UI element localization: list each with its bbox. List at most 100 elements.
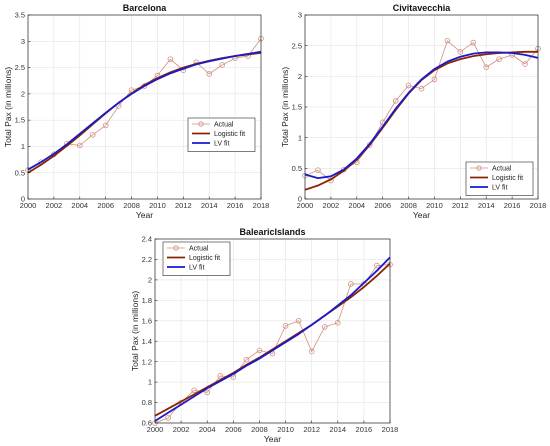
x-tick-label: 2012 bbox=[303, 425, 320, 434]
data-point bbox=[444, 37, 451, 44]
data-point bbox=[470, 39, 477, 46]
x-axis-label: Year bbox=[413, 210, 430, 220]
data-point bbox=[405, 82, 412, 89]
data-point bbox=[348, 281, 354, 287]
y-tick-label: 1.2 bbox=[142, 357, 152, 366]
legend-label: LV fit bbox=[214, 141, 229, 148]
y-tick-label: 0 bbox=[298, 195, 302, 204]
data-point bbox=[243, 356, 250, 363]
data-point bbox=[76, 142, 83, 149]
data-point bbox=[191, 387, 197, 394]
y-tick-label: 1.4 bbox=[142, 337, 152, 346]
x-tick-label: 2018 bbox=[530, 201, 547, 210]
y-tick-label: 1 bbox=[298, 133, 302, 142]
x-tick-label: 2000 bbox=[297, 201, 314, 210]
data-point bbox=[204, 389, 211, 396]
x-axis-label: Year bbox=[136, 210, 153, 220]
chart-panel: 2000 2002 2004 2006 2008 2010 2012 2014 2016 2018… bbox=[280, 3, 546, 220]
y-tick-label: 0.6 bbox=[142, 419, 152, 428]
x-tick-label: 2000 bbox=[20, 201, 37, 210]
data-point bbox=[321, 324, 328, 330]
y-tick-label: 2.5 bbox=[15, 63, 25, 72]
legend-label: Actual bbox=[492, 166, 512, 173]
y-tick-label: 2.4 bbox=[142, 235, 152, 244]
legend-label: Actual bbox=[189, 246, 209, 253]
y-tick-label: 2 bbox=[148, 275, 152, 284]
data-point bbox=[165, 415, 171, 421]
x-tick-label: 2002 bbox=[46, 201, 63, 210]
series-actual-line bbox=[154, 264, 391, 424]
chart-title: Barcelona bbox=[123, 3, 168, 13]
y-tick-label: 2.5 bbox=[292, 41, 302, 50]
legend-label: Logistic fit bbox=[492, 175, 523, 182]
data-point bbox=[315, 167, 321, 173]
data-point bbox=[496, 56, 502, 62]
data-point bbox=[522, 61, 528, 67]
axes-box bbox=[27, 14, 262, 200]
x-tick-label: 2002 bbox=[323, 201, 340, 210]
data-point bbox=[167, 56, 174, 62]
x-tick-label: 2018 bbox=[253, 201, 270, 210]
x-axis-label: Year bbox=[264, 434, 281, 444]
legend-label: Logistic fit bbox=[214, 131, 245, 138]
y-tick-label: 2 bbox=[298, 72, 302, 81]
data-point bbox=[217, 373, 224, 379]
x-tick-label: 2010 bbox=[426, 201, 443, 210]
legend-label: LV fit bbox=[189, 265, 204, 272]
x-tick-label: 2006 bbox=[97, 201, 114, 210]
y-tick-label: 1.8 bbox=[142, 296, 152, 305]
data-point bbox=[431, 76, 438, 83]
data-point bbox=[483, 64, 490, 70]
y-axis-label: Total Pax (in millions) bbox=[130, 291, 140, 371]
x-tick-label: 2006 bbox=[374, 201, 391, 210]
x-tick-label: 2018 bbox=[382, 425, 399, 434]
y-tick-label: 2.2 bbox=[142, 255, 152, 264]
legend-marker bbox=[476, 165, 482, 171]
y-tick-label: 1 bbox=[21, 142, 25, 151]
x-tick-label: 2006 bbox=[225, 425, 242, 434]
data-point bbox=[282, 323, 289, 329]
plot-area bbox=[28, 15, 261, 199]
x-tick-label: 2000 bbox=[147, 425, 164, 434]
legend-marker bbox=[173, 245, 179, 251]
x-tick-label: 2004 bbox=[71, 201, 88, 210]
x-tick-label: 2016 bbox=[504, 201, 521, 210]
x-tick-label: 2014 bbox=[201, 201, 218, 210]
legend-label: Logistic fit bbox=[189, 255, 220, 262]
data-point bbox=[89, 132, 96, 138]
legend-marker bbox=[198, 121, 204, 127]
y-tick-label: 0 bbox=[21, 195, 25, 204]
x-tick-label: 2004 bbox=[348, 201, 365, 210]
chart-title: Civitavecchia bbox=[393, 3, 452, 13]
x-tick-label: 2004 bbox=[199, 425, 216, 434]
y-tick-label: 1.5 bbox=[292, 103, 302, 112]
legend-label: LV fit bbox=[492, 185, 507, 192]
x-tick-label: 2008 bbox=[123, 201, 140, 210]
data-point bbox=[102, 122, 109, 129]
y-tick-label: 3.5 bbox=[15, 11, 25, 20]
x-tick-label: 2014 bbox=[478, 201, 495, 210]
data-point bbox=[334, 320, 341, 326]
x-tick-label: 2014 bbox=[329, 425, 346, 434]
axes-box bbox=[154, 238, 391, 424]
chart-panel: 2000 2002 2004 2006 2008 2010 2012 2014 2016 2018… bbox=[3, 3, 269, 220]
x-tick-label: 2012 bbox=[175, 201, 192, 210]
x-tick-label: 2008 bbox=[400, 201, 417, 210]
x-tick-label: 2016 bbox=[356, 425, 373, 434]
y-tick-label: 0.8 bbox=[142, 398, 152, 407]
data-point bbox=[219, 62, 225, 68]
data-point bbox=[418, 85, 425, 92]
x-tick-label: 2012 bbox=[452, 201, 469, 210]
y-tick-label: 3 bbox=[21, 37, 25, 46]
x-tick-label: 2010 bbox=[277, 425, 294, 434]
y-tick-label: 3 bbox=[298, 11, 302, 20]
chart-title: BalearicIslands bbox=[239, 227, 305, 237]
y-axis-label: Total Pax (in millions) bbox=[3, 67, 13, 147]
series-line bbox=[27, 50, 262, 171]
data-point bbox=[206, 71, 213, 77]
data-point bbox=[308, 348, 315, 355]
x-tick-label: 2008 bbox=[251, 425, 268, 434]
data-point bbox=[295, 317, 302, 324]
y-tick-label: 1.5 bbox=[15, 116, 25, 125]
